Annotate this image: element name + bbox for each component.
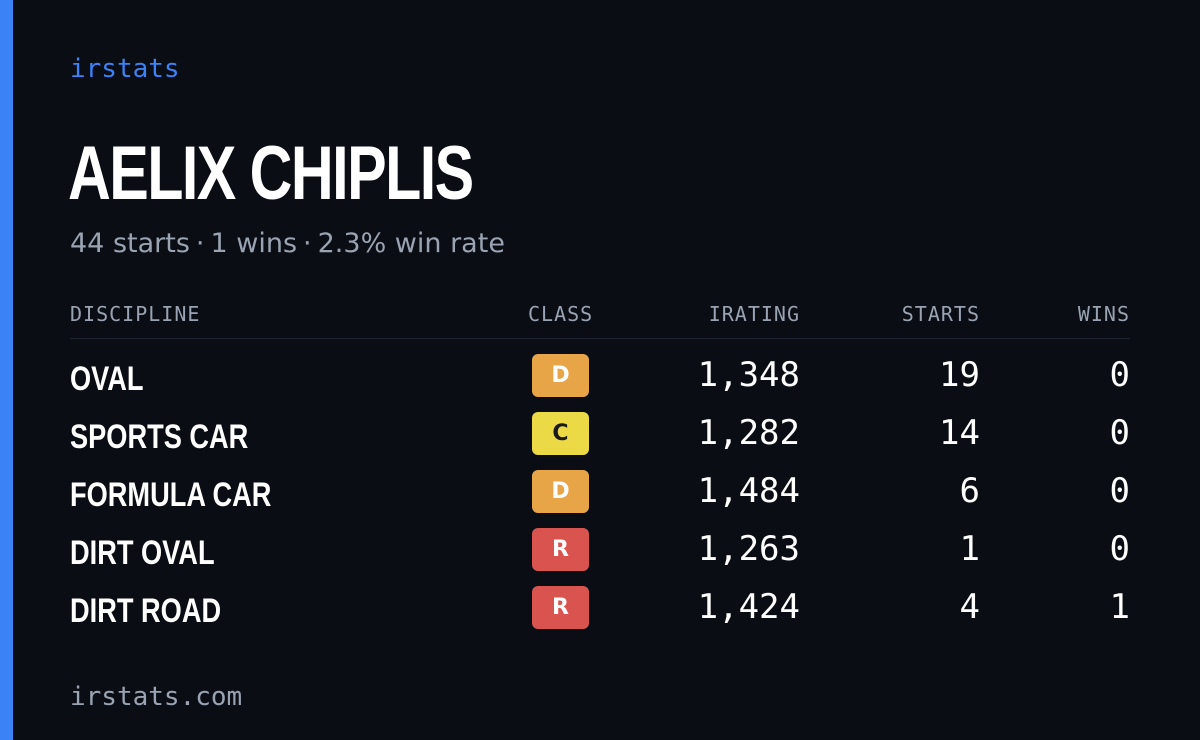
wins-value: 0: [1109, 413, 1130, 453]
header-wins: WINS: [1077, 302, 1130, 326]
table-row: DIRT OVAL R 1,263 1 0: [70, 524, 1130, 582]
license-class-badge: D: [532, 470, 589, 513]
header-discipline: DISCIPLINE: [70, 302, 201, 326]
irating-value: 1,263: [697, 529, 800, 569]
license-class-badge: R: [532, 528, 589, 571]
header-starts: STARTS: [901, 302, 980, 326]
driver-summary: 44 starts · 1 wins · 2.3% win rate: [70, 230, 505, 257]
table-row: FORMULA CAR D 1,484 6 0: [70, 466, 1130, 524]
discipline-name: DIRT OVAL: [70, 534, 215, 572]
discipline-name: DIRT ROAD: [70, 592, 222, 630]
brand-label: irstats: [70, 54, 180, 84]
discipline-name: FORMULA CAR: [70, 476, 272, 514]
stats-table-body: OVAL D 1,348 19 0 SPORTS CAR C 1,282 14 …: [70, 350, 1130, 640]
starts-value: 4: [959, 587, 980, 627]
stats-table-header: DISCIPLINE CLASS IRATING STARTS WINS: [70, 302, 1130, 339]
header-irating: IRATING: [708, 302, 800, 326]
table-row: OVAL D 1,348 19 0: [70, 350, 1130, 408]
summary-win-rate: 2.3% win rate: [317, 228, 505, 259]
wins-value: 0: [1109, 529, 1130, 569]
table-row: DIRT ROAD R 1,424 4 1: [70, 582, 1130, 640]
irating-value: 1,484: [697, 471, 800, 511]
wins-value: 0: [1109, 355, 1130, 395]
table-row: SPORTS CAR C 1,282 14 0: [70, 408, 1130, 466]
license-class-badge: C: [532, 412, 589, 455]
starts-value: 19: [939, 355, 980, 395]
header-class: CLASS: [528, 302, 594, 326]
accent-bar: [0, 0, 13, 740]
license-class-badge: D: [532, 354, 589, 397]
starts-value: 14: [939, 413, 980, 453]
wins-value: 1: [1109, 587, 1130, 627]
summary-separator: ·: [303, 228, 312, 259]
wins-value: 0: [1109, 471, 1130, 511]
discipline-name: OVAL: [70, 360, 144, 398]
summary-starts: 44 starts: [70, 228, 190, 259]
irating-value: 1,348: [697, 355, 800, 395]
footer-url: irstats.com: [70, 682, 243, 712]
irating-value: 1,424: [697, 587, 800, 627]
irating-value: 1,282: [697, 413, 800, 453]
discipline-name: SPORTS CAR: [70, 418, 249, 456]
starts-value: 6: [959, 471, 980, 511]
summary-wins: 1 wins: [210, 228, 298, 259]
starts-value: 1: [959, 529, 980, 569]
summary-separator: ·: [195, 228, 205, 259]
driver-name: AELIX CHIPLIS: [68, 131, 474, 216]
license-class-badge: R: [532, 586, 589, 629]
